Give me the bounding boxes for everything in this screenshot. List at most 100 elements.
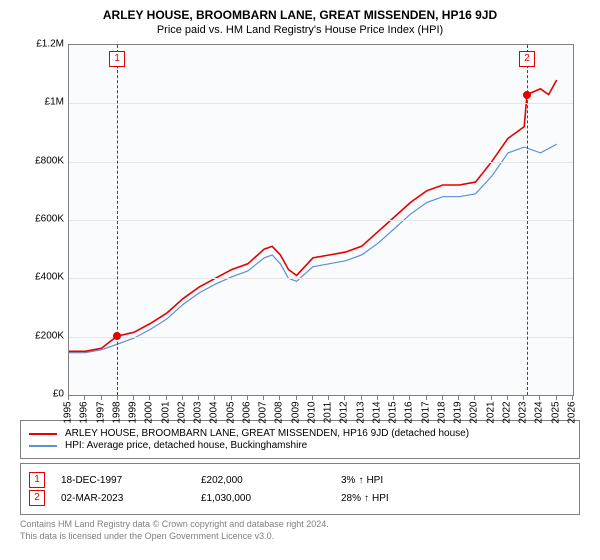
transaction-hpi: 3%↑HPI	[341, 475, 383, 486]
x-tick	[474, 396, 475, 400]
legend-label: ARLEY HOUSE, BROOMBARN LANE, GREAT MISSE…	[65, 428, 469, 439]
x-tick-label: 2008	[274, 401, 285, 423]
x-tick	[84, 396, 85, 400]
x-tick-label: 2015	[388, 401, 399, 423]
x-tick-label: 2001	[160, 401, 171, 423]
gridline	[69, 278, 573, 279]
x-tick	[409, 396, 410, 400]
x-tick	[426, 396, 427, 400]
x-tick	[393, 396, 394, 400]
chart-area: 12 £0£200K£400K£600K£800K£1M£1.2M1995199…	[20, 44, 580, 416]
x-tick	[507, 396, 508, 400]
marker-badge: 2	[519, 51, 535, 67]
x-tick	[263, 396, 264, 400]
x-tick-label: 1999	[128, 401, 139, 423]
y-tick-label: £800K	[22, 155, 64, 166]
x-tick	[458, 396, 459, 400]
x-tick	[523, 396, 524, 400]
x-tick-label: 2007	[258, 401, 269, 423]
x-tick-label: 1995	[63, 401, 74, 423]
legend: ARLEY HOUSE, BROOMBARN LANE, GREAT MISSE…	[20, 420, 580, 459]
transaction-hpi: 28%↑HPI	[341, 493, 389, 504]
gridline	[69, 162, 573, 163]
marker-badge: 1	[109, 51, 125, 67]
transaction-badge: 2	[29, 490, 45, 506]
x-tick-label: 2002	[176, 401, 187, 423]
x-tick	[117, 396, 118, 400]
x-tick-label: 2020	[469, 401, 480, 423]
transaction-price: £202,000	[201, 475, 341, 486]
legend-label: HPI: Average price, detached house, Buck…	[65, 440, 307, 451]
x-tick-label: 1998	[111, 401, 122, 423]
y-tick-label: £1M	[22, 97, 64, 108]
marker-dot	[113, 332, 121, 340]
x-tick	[133, 396, 134, 400]
x-tick-label: 2024	[534, 401, 545, 423]
x-tick-label: 2009	[290, 401, 301, 423]
x-tick-label: 2011	[323, 402, 334, 424]
x-tick-label: 2019	[453, 401, 464, 423]
transaction-date: 02-MAR-2023	[61, 493, 201, 504]
x-tick	[344, 396, 345, 400]
x-tick	[68, 396, 69, 400]
marker-vline	[117, 45, 118, 395]
x-tick-label: 2004	[209, 401, 220, 423]
gridline	[69, 103, 573, 104]
arrow-up-icon: ↑	[364, 493, 369, 504]
x-tick-label: 2023	[518, 401, 529, 423]
x-tick-label: 1996	[79, 401, 90, 423]
plot-area: 12	[68, 44, 574, 396]
y-tick-label: £0	[22, 389, 64, 400]
transactions: 118-DEC-1997£202,0003%↑HPI202-MAR-2023£1…	[20, 463, 580, 515]
y-tick-label: £200K	[22, 330, 64, 341]
transaction-date: 18-DEC-1997	[61, 475, 201, 486]
arrow-up-icon: ↑	[358, 475, 363, 486]
transaction-price: £1,030,000	[201, 493, 341, 504]
y-tick-label: £1.2M	[22, 39, 64, 50]
legend-swatch	[29, 445, 57, 447]
x-tick	[361, 396, 362, 400]
x-tick-label: 2003	[193, 401, 204, 423]
x-tick	[491, 396, 492, 400]
transaction-badge: 1	[29, 472, 45, 488]
x-tick	[198, 396, 199, 400]
x-tick	[296, 396, 297, 400]
transaction-row: 1 18-DEC-1997£202,0003%↑HPI	[29, 472, 571, 488]
series-line	[69, 80, 557, 351]
marker-dot	[523, 91, 531, 99]
legend-swatch	[29, 433, 57, 435]
x-tick	[572, 396, 573, 400]
footer-line-1: Contains HM Land Registry data © Crown c…	[20, 519, 580, 531]
footer: Contains HM Land Registry data © Crown c…	[20, 519, 580, 542]
y-tick-label: £400K	[22, 272, 64, 283]
chart-subtitle: Price paid vs. HM Land Registry's House …	[0, 22, 600, 36]
x-tick	[214, 396, 215, 400]
x-tick-label: 2025	[550, 401, 561, 423]
x-tick-label: 2017	[420, 401, 431, 423]
x-tick	[149, 396, 150, 400]
legend-row: ARLEY HOUSE, BROOMBARN LANE, GREAT MISSE…	[29, 428, 571, 439]
hpi-percent: 28%	[341, 493, 361, 504]
y-tick-label: £600K	[22, 214, 64, 225]
transaction-row: 2 02-MAR-2023£1,030,00028%↑HPI	[29, 490, 571, 506]
x-tick	[101, 396, 102, 400]
x-tick-label: 2021	[485, 401, 496, 423]
x-tick-label: 2018	[436, 401, 447, 423]
gridline	[69, 220, 573, 221]
x-tick	[377, 396, 378, 400]
x-tick	[442, 396, 443, 400]
x-tick-label: 2012	[339, 401, 350, 423]
x-tick	[166, 396, 167, 400]
x-tick	[539, 396, 540, 400]
x-tick-label: 2026	[567, 401, 578, 423]
x-tick-label: 2006	[241, 401, 252, 423]
chart-title: ARLEY HOUSE, BROOMBARN LANE, GREAT MISSE…	[0, 0, 600, 22]
x-tick	[328, 396, 329, 400]
x-tick	[279, 396, 280, 400]
x-tick-label: 2013	[355, 401, 366, 423]
x-tick	[231, 396, 232, 400]
x-tick	[312, 396, 313, 400]
series-line	[69, 144, 557, 353]
hpi-percent: 3%	[341, 475, 355, 486]
hpi-label: HPI	[366, 475, 383, 486]
